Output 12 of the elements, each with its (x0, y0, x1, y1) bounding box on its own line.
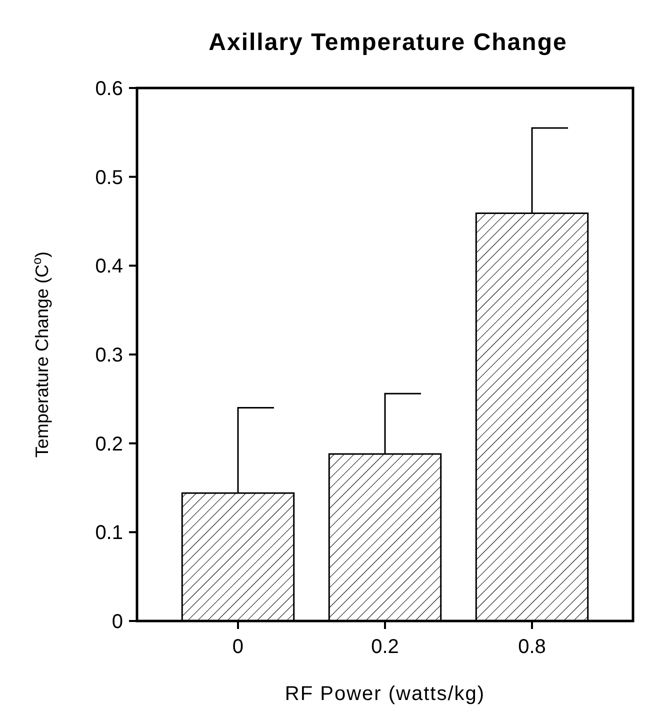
x-tick-label: 0.8 (518, 636, 546, 658)
y-tick-label: 0.4 (95, 256, 123, 278)
y-tick-label: 0.5 (95, 166, 123, 189)
y-tick-label: 0.3 (95, 344, 123, 366)
x-tick-label: 0.2 (371, 636, 399, 658)
y-tick-label: 0.1 (95, 522, 123, 544)
chart-title: Axillary Temperature Change (208, 29, 568, 56)
y-tick-label: 0 (112, 611, 123, 633)
y-tick-label: 0.2 (95, 433, 123, 456)
x-tick-label: 0 (232, 636, 244, 658)
x-axis-title: RF Power (watts/kg) (284, 683, 486, 705)
y-tick-label: 0.6 (95, 78, 123, 100)
